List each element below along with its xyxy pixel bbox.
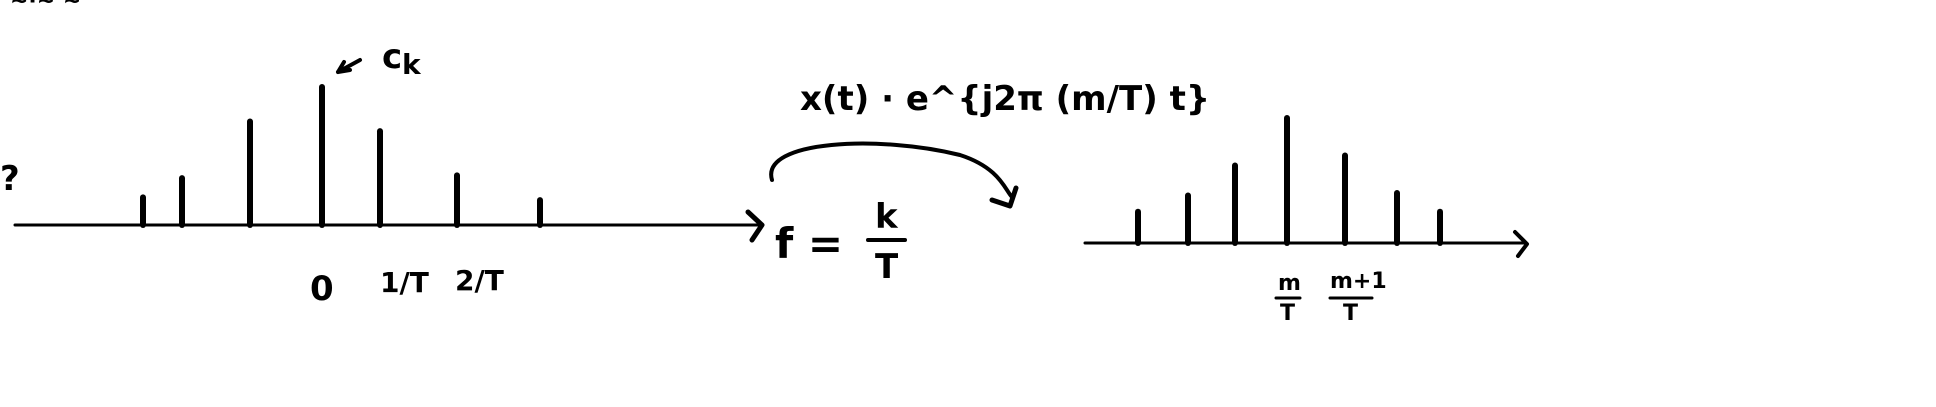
frequency-formula-lhs: f = [775, 219, 843, 268]
frequency-formula-denominator: T [875, 247, 899, 287]
coef-arrow [336, 58, 362, 74]
tick-two-over-t: 2/T [455, 264, 504, 297]
right-spectrum: m T m+1 T [1083, 115, 1529, 326]
tick-m-denominator: T [1280, 301, 1295, 326]
coef-subscript: k [402, 48, 422, 81]
shift-operation: x(t) · e^{j2π (m/T) t} [769, 79, 1210, 209]
left-spectrum: c k 0 1/T 2/T f = k T [13, 37, 907, 309]
left-margin-mark: ? [0, 159, 20, 199]
coef-label: c [382, 37, 402, 77]
shift-label: x(t) · e^{j2π (m/T) t} [800, 79, 1210, 119]
left-axis-arrowhead [745, 209, 765, 243]
left-impulse-group [140, 84, 543, 228]
tick-zero: 0 [310, 269, 334, 309]
tick-m1-denominator: T [1343, 301, 1358, 326]
shift-arrowhead [989, 185, 1019, 209]
right-axis-arrowhead [1513, 230, 1529, 258]
tick-m-numerator: m [1278, 271, 1301, 296]
shift-curve-arrow [769, 141, 1014, 199]
top-strip-text: ~·~ ~ [10, 0, 81, 14]
tick-m1-numerator: m+1 [1330, 269, 1387, 294]
frequency-formula-numerator: k [875, 197, 899, 237]
tick-one-over-t: 1/T [380, 266, 429, 299]
right-impulse-group [1135, 115, 1443, 246]
